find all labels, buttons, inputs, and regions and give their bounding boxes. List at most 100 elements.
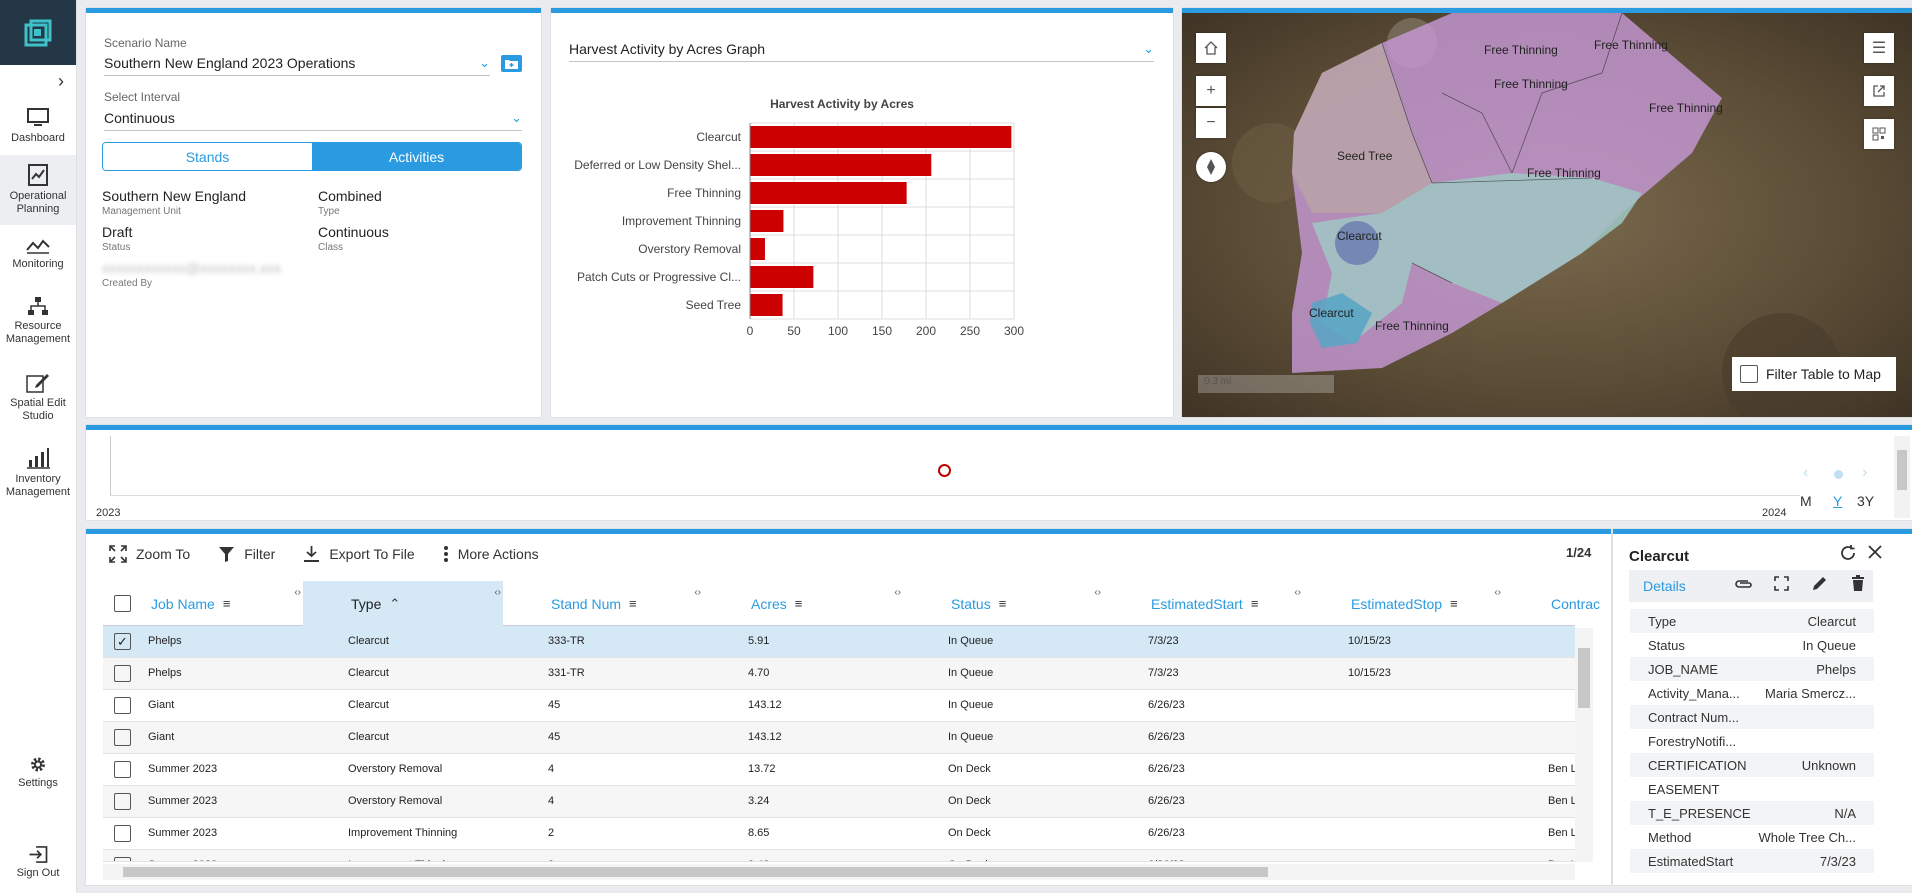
interval-select[interactable]: Continuous ⌄ <box>104 108 522 131</box>
bar[interactable] <box>750 154 932 176</box>
nav-sign-out[interactable]: Sign Out <box>0 842 76 884</box>
qr-button[interactable] <box>1864 119 1894 149</box>
nav-monitoring[interactable]: Monitoring <box>0 225 76 283</box>
filter-table-to-map-toggle[interactable]: Filter Table to Map <box>1732 357 1896 391</box>
filter-button[interactable]: Filter <box>218 546 275 563</box>
sort-ascending-icon[interactable]: ⌃ <box>389 595 401 611</box>
attach-button[interactable] <box>1734 577 1754 595</box>
timeline-scrollbar[interactable] <box>1894 436 1910 518</box>
table-row[interactable]: Giant Clearcut 45 143.12 In Queue 6/26/23 <box>103 690 1575 722</box>
sort-icon[interactable]: ≡ <box>222 596 231 611</box>
timeline-marker[interactable] <box>938 464 951 477</box>
table-row[interactable]: Summer 2023 Overstory Removal 4 13.72 On Dec… <box>103 754 1575 786</box>
bar[interactable] <box>750 266 814 288</box>
zoom-in-button[interactable]: + <box>1196 76 1226 106</box>
row-checkbox[interactable] <box>114 761 131 778</box>
bar[interactable] <box>750 294 783 316</box>
table-row[interactable]: Summer 2023 Improvement Thinning 3 8.43 On D… <box>103 850 1575 862</box>
row-checkbox[interactable] <box>114 697 131 714</box>
timeline-next-icon[interactable]: › <box>1862 464 1868 481</box>
table-hscroll-thumb[interactable] <box>123 867 1268 877</box>
column-header[interactable]: Type ⌃ ‹› <box>303 581 503 626</box>
open-external-button[interactable] <box>1864 76 1894 106</box>
refresh-button[interactable] <box>1839 544 1857 567</box>
row-checkbox[interactable] <box>114 857 131 861</box>
column-header[interactable]: EstimatedStart ≡ ‹› <box>1103 581 1303 626</box>
bar[interactable] <box>750 126 1012 148</box>
zoom-year-button[interactable]: Y <box>1833 493 1843 509</box>
timeline-track[interactable] <box>110 436 1800 496</box>
sort-icon[interactable]: ≡ <box>1450 596 1458 611</box>
table-row[interactable]: Summer 2023 Improvement Thinning 2 8.65 On D… <box>103 818 1575 850</box>
layers-button[interactable]: ☰ <box>1864 33 1894 63</box>
compass-button[interactable] <box>1196 152 1226 182</box>
fullscreen-button[interactable] <box>1773 576 1789 596</box>
bar[interactable] <box>750 182 907 204</box>
nav-inventory-management[interactable]: Inventory Management <box>0 435 76 511</box>
column-resize-icon[interactable]: ‹› <box>1094 587 1101 598</box>
table-vertical-scrollbar[interactable] <box>1575 628 1593 862</box>
nav-settings[interactable]: Settings <box>0 752 76 794</box>
sort-icon[interactable]: ≡ <box>794 596 803 611</box>
column-header[interactable]: Stand Num ≡ ‹› <box>503 581 703 626</box>
scenario-name-select[interactable]: Southern New England 2023 Operations ⌄ <box>104 53 490 76</box>
table-row[interactable]: Giant Clearcut 45 143.12 In Queue 6/26/23 <box>103 722 1575 754</box>
tab-activities[interactable]: Activities <box>312 143 521 170</box>
more-actions-button[interactable]: More Actions <box>443 545 539 563</box>
close-button[interactable] <box>1867 544 1883 565</box>
column-resize-icon[interactable]: ‹› <box>694 587 701 598</box>
tab-stands[interactable]: Stands <box>103 143 312 170</box>
expand-sidebar-button[interactable]: › <box>0 65 76 97</box>
sort-icon[interactable]: ≡ <box>1250 596 1259 611</box>
column-header[interactable]: EstimatedStop ≡ ‹› <box>1303 581 1503 626</box>
column-resize-icon[interactable]: ‹› <box>1494 587 1501 598</box>
timeline-prev-icon[interactable]: ‹ <box>1803 464 1809 481</box>
delete-button[interactable] <box>1851 575 1865 597</box>
zoom-out-button[interactable]: − <box>1196 108 1226 138</box>
column-header[interactable]: Contrac <box>1503 581 1703 626</box>
graph-select[interactable]: Harvest Activity by Acres Graph ⌄ <box>569 39 1154 62</box>
table-row[interactable]: Phelps Clearcut 331-TR 4.70 In Queue 7/3/23 10… <box>103 658 1575 690</box>
column-resize-icon[interactable]: ‹› <box>294 587 301 598</box>
row-checkbox[interactable] <box>114 793 131 810</box>
map-panel[interactable]: Free Thinning Free Thinning Free Thinnin… <box>1182 8 1912 417</box>
table-vscroll-thumb[interactable] <box>1578 648 1590 708</box>
sort-icon[interactable]: ≡ <box>998 596 1007 611</box>
nav-spatial-edit-studio[interactable]: Spatial Edit Studio <box>0 359 76 435</box>
select-all-checkbox[interactable] <box>114 595 131 612</box>
filter-checkbox[interactable] <box>1740 365 1758 383</box>
zoom-month-button[interactable]: M <box>1800 493 1812 509</box>
nav-operational-planning[interactable]: Operational Planning <box>0 155 76 225</box>
row-checkbox[interactable] <box>114 665 131 682</box>
table-horizontal-scrollbar[interactable] <box>103 864 1575 880</box>
column-resize-icon[interactable]: ‹› <box>1294 587 1301 598</box>
app-logo[interactable] <box>0 0 76 65</box>
edit-button[interactable] <box>1811 575 1828 597</box>
row-checkbox[interactable] <box>114 729 131 746</box>
nav-dashboard[interactable]: Dashboard <box>0 97 76 155</box>
row-checkbox[interactable] <box>114 825 131 842</box>
zoom-to-button[interactable]: Zoom To <box>109 545 190 563</box>
tab-details[interactable]: Details <box>1643 578 1686 594</box>
cell-stand: 45 <box>548 731 561 743</box>
map-label: Free Thinning <box>1484 43 1558 57</box>
column-header[interactable]: Status ≡ ‹› <box>903 581 1103 626</box>
column-resize-icon[interactable]: ‹› <box>894 587 901 598</box>
row-checkbox[interactable]: ✓ <box>114 633 131 650</box>
export-button[interactable]: Export To File <box>303 545 415 563</box>
table-row[interactable]: ✓ Phelps Clearcut 333-TR 5.91 In Queue 7/3/23 1… <box>103 626 1575 658</box>
map-canvas[interactable] <box>1182 13 1912 417</box>
zoom-3year-button[interactable]: 3Y <box>1857 493 1875 509</box>
bar[interactable] <box>750 238 765 260</box>
nav-resource-management[interactable]: Resource Management <box>0 283 76 359</box>
table-row[interactable]: Summer 2023 Overstory Removal 4 3.24 On Deck… <box>103 786 1575 818</box>
sort-icon[interactable]: ≡ <box>629 596 637 611</box>
bar[interactable] <box>750 210 784 232</box>
column-resize-icon[interactable]: ‹› <box>494 587 501 598</box>
column-header[interactable]: Acres ≡ ‹› <box>703 581 903 626</box>
column-header[interactable]: Job Name ≡ ‹› <box>103 581 303 626</box>
timeline-scroll-thumb[interactable] <box>1897 450 1907 490</box>
add-scenario-button[interactable] <box>501 55 522 72</box>
home-button[interactable] <box>1196 33 1226 63</box>
cell-contr: Ben L <box>1548 859 1575 861</box>
